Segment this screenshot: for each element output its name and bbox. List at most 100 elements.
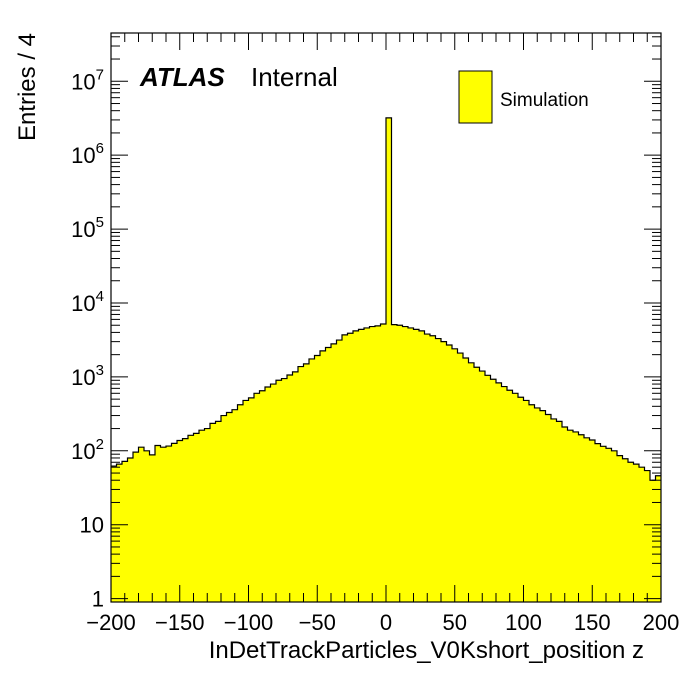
histogram-bar — [606, 448, 612, 602]
histogram-bar — [496, 382, 502, 602]
histogram-bar — [375, 325, 381, 602]
histogram-bar — [347, 333, 354, 602]
histogram-bar — [463, 358, 469, 602]
histogram-bar — [628, 462, 634, 602]
histogram-bar — [364, 327, 370, 602]
histogram-bar — [182, 438, 189, 602]
histogram-bar — [435, 338, 442, 602]
histogram-bar — [529, 404, 535, 602]
histogram-bar — [358, 329, 365, 602]
histogram-bar — [386, 117, 392, 603]
histogram-bar — [325, 347, 332, 602]
histogram-bar — [655, 475, 662, 602]
histogram-bar — [188, 435, 194, 602]
histogram-bar — [633, 464, 640, 602]
y-tick-label: 107 — [71, 66, 104, 94]
histogram-bar — [292, 371, 299, 602]
histogram-bar — [507, 390, 513, 602]
histogram-bar — [589, 440, 596, 602]
histogram-bar — [518, 397, 524, 602]
histogram-bar — [210, 423, 216, 602]
histogram-bar — [567, 430, 574, 602]
histogram-bar — [221, 415, 227, 602]
histogram-bar — [116, 464, 123, 602]
histogram-bar — [573, 431, 579, 602]
histogram-bar — [270, 384, 277, 602]
histogram-bar — [276, 380, 282, 602]
histogram-bar — [534, 407, 541, 602]
histogram-bar — [171, 443, 178, 602]
histogram-bar — [617, 455, 623, 602]
histogram-bar — [408, 327, 414, 602]
y-axis-title: Entries / 4 — [14, 33, 41, 141]
y-tick-label: 10 — [80, 513, 104, 538]
legend-label: Simulation — [500, 90, 589, 111]
histogram-bar — [523, 400, 530, 602]
histogram-bar — [419, 330, 425, 602]
histogram-bar — [556, 421, 563, 602]
status-label: Internal — [251, 62, 338, 92]
histogram-bar — [551, 418, 557, 602]
histogram-bar — [309, 358, 315, 602]
histogram-bar — [501, 386, 508, 602]
x-axis-title: InDetTrackParticles_V0Kshort_position z — [209, 637, 644, 664]
histogram-bar — [452, 348, 458, 602]
histogram-bar — [391, 324, 398, 602]
histogram-bar — [177, 440, 183, 602]
histogram-bar — [578, 434, 585, 602]
histogram-bar — [237, 404, 244, 602]
y-tick-label: 103 — [71, 362, 104, 390]
histogram-bar — [265, 387, 271, 602]
x-tick-label: 200 — [643, 610, 680, 635]
histogram-bar — [111, 466, 117, 602]
histogram-bar — [144, 450, 150, 602]
histogram-bar — [160, 447, 167, 602]
histogram-bar — [232, 409, 238, 602]
x-tick-label: −150 — [155, 610, 205, 635]
histogram-bar — [243, 400, 249, 602]
histogram-bar — [320, 350, 326, 602]
x-tick-label: 150 — [574, 610, 611, 635]
histogram-bar — [639, 467, 645, 602]
x-tick-label: −200 — [86, 610, 136, 635]
y-tick-label: 102 — [71, 436, 104, 464]
histogram-bar — [545, 414, 552, 602]
y-tick-label: 105 — [71, 214, 104, 242]
x-tick-label: −50 — [299, 610, 336, 635]
histogram-bar — [342, 334, 348, 602]
histogram-bar — [485, 375, 491, 602]
histogram-bar — [479, 371, 486, 602]
histogram-bar — [540, 410, 546, 602]
histogram-bar — [468, 362, 475, 602]
histogram-bar — [446, 345, 453, 602]
y-tick-label: 104 — [71, 288, 104, 316]
histogram-outline — [111, 117, 661, 481]
histogram-bar — [127, 457, 134, 602]
histogram-bar — [490, 379, 497, 602]
histogram-bar — [353, 330, 359, 602]
histogram-bar — [204, 428, 211, 602]
histogram-bar — [122, 461, 128, 602]
histogram-bar — [430, 335, 436, 602]
histogram-bar — [226, 412, 233, 602]
histogram-bar — [413, 329, 420, 602]
histogram-bar — [622, 458, 629, 602]
histogram-bar — [441, 341, 447, 602]
histogram-bar — [298, 366, 304, 602]
histogram-bar — [336, 340, 343, 602]
histogram-bar — [474, 367, 480, 602]
histogram-bar — [193, 433, 200, 602]
histogram-bar — [248, 397, 255, 602]
histogram-bar — [457, 353, 464, 602]
histogram-bar — [133, 452, 139, 602]
atlas-label: ATLAS — [139, 62, 225, 92]
y-tick-label: 1 — [92, 587, 104, 612]
legend-swatch — [458, 70, 493, 124]
histogram-bar — [303, 363, 310, 602]
histogram-bar — [155, 445, 161, 602]
histogram-bar — [331, 343, 337, 602]
histogram-bar — [402, 326, 409, 602]
histogram-bar — [314, 355, 321, 602]
histogram-bar — [138, 447, 145, 602]
